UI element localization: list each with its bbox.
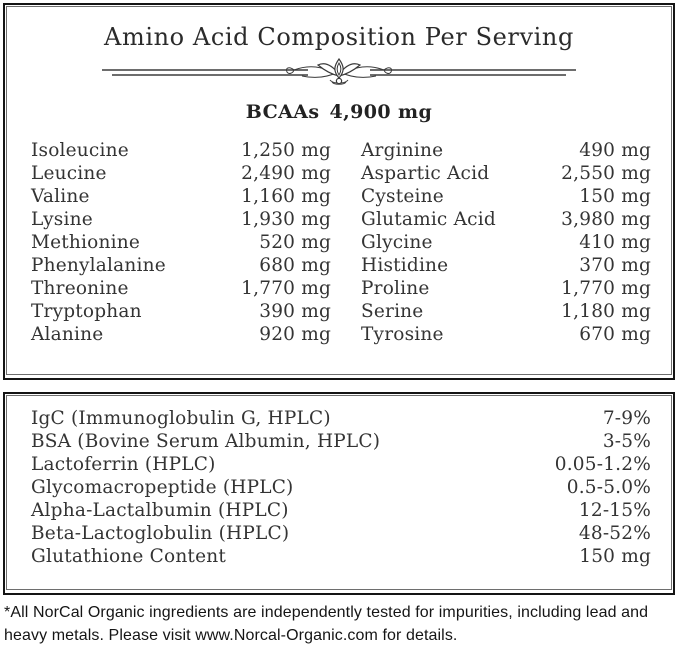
fraction-name: Glutathione Content	[31, 546, 226, 567]
amino-name: Tyrosine	[361, 324, 444, 345]
amino-name: Glutamic Acid	[361, 209, 496, 230]
amino-composition-box-inner: Amino Acid Composition Per Serving	[6, 6, 672, 375]
amino-name: Alanine	[31, 324, 104, 345]
amino-row: Threonine 1,770 mg	[31, 277, 331, 300]
bcaas-value: 4,900 mg	[329, 101, 433, 123]
fraction-amount: 12-15%	[578, 500, 651, 521]
amino-name: Arginine	[361, 140, 444, 161]
fraction-row: Beta-Lactoglobulin (HPLC) 48-52%	[31, 522, 651, 545]
amino-row: Tryptophan 390 mg	[31, 300, 331, 323]
amino-amount: 370 mg	[579, 255, 651, 276]
fraction-amount: 48-52%	[578, 523, 651, 544]
fraction-row: Glutathione Content 150 mg	[31, 545, 651, 568]
amino-amount: 1,770 mg	[561, 278, 651, 299]
amino-name: Tryptophan	[31, 301, 142, 322]
amino-row: Tyrosine 670 mg	[361, 323, 651, 346]
floral-divider-ornament-icon	[102, 58, 576, 85]
amino-name: Phenylalanine	[31, 255, 166, 276]
decorative-divider	[7, 58, 671, 88]
fraction-row: Glycomacropeptide (HPLC) 0.5-5.0%	[31, 476, 651, 499]
fractions-list: IgC (Immunoglobulin G, HPLC) 7-9% BSA (B…	[7, 396, 671, 568]
fraction-row: IgC (Immunoglobulin G, HPLC) 7-9%	[31, 407, 651, 430]
amino-amount: 2,550 mg	[561, 163, 651, 184]
protein-fractions-box: IgC (Immunoglobulin G, HPLC) 7-9% BSA (B…	[3, 392, 675, 595]
fraction-name: Glycomacropeptide (HPLC)	[31, 477, 294, 498]
fraction-row: Lactoferrin (HPLC) 0.05-1.2%	[31, 453, 651, 476]
amino-amount: 1,250 mg	[241, 140, 331, 161]
fraction-name: IgC (Immunoglobulin G, HPLC)	[31, 408, 331, 429]
fraction-amount: 7-9%	[602, 408, 651, 429]
amino-amount: 490 mg	[579, 140, 651, 161]
amino-amount: 390 mg	[259, 301, 331, 322]
amino-amount: 920 mg	[259, 324, 331, 345]
fraction-name: BSA (Bovine Serum Albumin, HPLC)	[31, 431, 381, 452]
amino-name: Proline	[361, 278, 430, 299]
amino-row: Methionine 520 mg	[31, 231, 331, 254]
amino-column-left: Isoleucine 1,250 mg Leucine 2,490 mg Val…	[7, 139, 339, 346]
amino-name: Valine	[31, 186, 90, 207]
amino-amount: 2,490 mg	[241, 163, 331, 184]
panel-title: Amino Acid Composition Per Serving	[104, 23, 574, 51]
footnote-text: *All NorCal Organic ingredients are inde…	[4, 604, 649, 644]
amino-amount: 150 mg	[579, 186, 651, 207]
protein-fractions-box-inner: IgC (Immunoglobulin G, HPLC) 7-9% BSA (B…	[6, 395, 672, 590]
amino-amount: 520 mg	[259, 232, 331, 253]
amino-name: Lysine	[31, 209, 93, 230]
amino-amount: 1,770 mg	[241, 278, 331, 299]
amino-row: Alanine 920 mg	[31, 323, 331, 346]
amino-row: Glycine 410 mg	[361, 231, 651, 254]
amino-name: Threonine	[31, 278, 129, 299]
amino-row: Isoleucine 1,250 mg	[31, 139, 331, 162]
amino-amount: 3,980 mg	[561, 209, 651, 230]
fraction-name: Lactoferrin (HPLC)	[31, 454, 216, 475]
amino-amount: 680 mg	[259, 255, 331, 276]
amino-name: Histidine	[361, 255, 449, 276]
amino-amount: 670 mg	[579, 324, 651, 345]
amino-row: Valine 1,160 mg	[31, 185, 331, 208]
fraction-amount: 150 mg	[579, 546, 651, 567]
amino-amount: 1,160 mg	[241, 186, 331, 207]
amino-row: Serine 1,180 mg	[361, 300, 651, 323]
fraction-name: Alpha-Lactalbumin (HPLC)	[31, 500, 289, 521]
amino-composition-box: Amino Acid Composition Per Serving	[3, 3, 675, 380]
amino-name: Glycine	[361, 232, 433, 253]
amino-name: Leucine	[31, 163, 107, 184]
fraction-row: Alpha-Lactalbumin (HPLC) 12-15%	[31, 499, 651, 522]
amino-amount: 410 mg	[579, 232, 651, 253]
amino-row: Histidine 370 mg	[361, 254, 651, 277]
amino-amount: 1,930 mg	[241, 209, 331, 230]
fraction-amount: 0.05-1.2%	[554, 454, 651, 475]
amino-name: Serine	[361, 301, 424, 322]
fraction-row: BSA (Bovine Serum Albumin, HPLC) 3-5%	[31, 430, 651, 453]
amino-name: Methionine	[31, 232, 140, 253]
amino-row: Lysine 1,930 mg	[31, 208, 331, 231]
amino-name: Isoleucine	[31, 140, 129, 161]
fraction-name: Beta-Lactoglobulin (HPLC)	[31, 523, 290, 544]
amino-row: Glutamic Acid 3,980 mg	[361, 208, 651, 231]
amino-row: Arginine 490 mg	[361, 139, 651, 162]
bcaas-label: BCAAs	[245, 101, 320, 123]
fraction-amount: 3-5%	[602, 431, 651, 452]
amino-row: Aspartic Acid 2,550 mg	[361, 162, 651, 185]
amino-column-right: Arginine 490 mg Aspartic Acid 2,550 mg C…	[339, 139, 671, 346]
amino-row: Leucine 2,490 mg	[31, 162, 331, 185]
amino-amount: 1,180 mg	[561, 301, 651, 322]
amino-name: Cysteine	[361, 186, 444, 207]
amino-row: Cysteine 150 mg	[361, 185, 651, 208]
fraction-amount: 0.5-5.0%	[566, 477, 651, 498]
amino-row: Phenylalanine 680 mg	[31, 254, 331, 277]
bcaas-total: BCAAs 4,900 mg	[7, 101, 671, 123]
amino-name: Aspartic Acid	[361, 163, 490, 184]
amino-table: Isoleucine 1,250 mg Leucine 2,490 mg Val…	[7, 139, 671, 346]
amino-row: Proline 1,770 mg	[361, 277, 651, 300]
